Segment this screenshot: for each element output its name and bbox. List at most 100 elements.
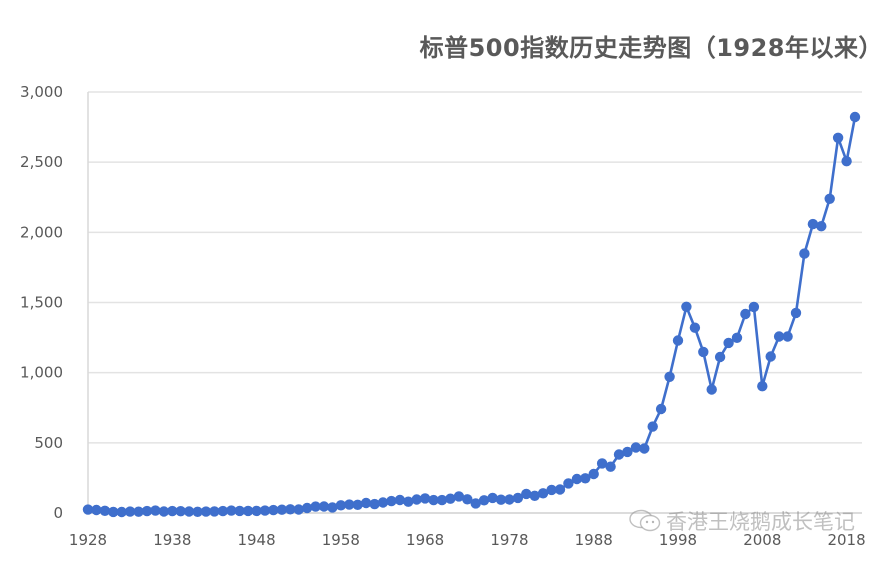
- data-point: [824, 193, 835, 204]
- data-point: [158, 506, 170, 517]
- data-point: [301, 502, 313, 514]
- data-point: [285, 504, 296, 515]
- x-tick-label: 2008: [743, 531, 781, 549]
- data-point: [495, 494, 507, 505]
- data-point: [394, 494, 406, 506]
- data-point: [419, 493, 431, 504]
- data-point: [403, 496, 414, 507]
- data-point: [436, 494, 448, 506]
- data-point: [251, 505, 262, 517]
- data-point: [310, 501, 321, 512]
- data-point: [655, 403, 667, 415]
- data-point: [639, 443, 650, 454]
- data-point: [605, 461, 616, 472]
- data-point: [723, 337, 734, 349]
- data-point: [108, 506, 119, 518]
- data-point: [259, 505, 271, 516]
- data-point: [580, 473, 591, 484]
- data-point: [706, 384, 717, 395]
- data-point: [116, 506, 127, 518]
- data-point: [588, 468, 599, 480]
- data-point: [596, 458, 608, 469]
- data-point: [360, 497, 372, 509]
- data-point: [268, 504, 279, 516]
- data-point: [453, 491, 465, 502]
- data-point: [765, 351, 776, 362]
- data-point: [377, 497, 389, 508]
- data-point: [445, 493, 456, 504]
- data-point: [217, 505, 229, 517]
- wechat-icon: [629, 509, 661, 532]
- data-point: [681, 301, 692, 312]
- data-point: [554, 484, 566, 495]
- series-line: [87, 116, 857, 514]
- data-point: [647, 421, 658, 432]
- data-point: [386, 495, 397, 507]
- data-point: [504, 494, 515, 505]
- x-tick-label: 1998: [659, 531, 697, 549]
- chart-title: 标普500指数历史走势图（1928年以来）: [419, 34, 883, 62]
- y-tick-label: 2,500: [20, 153, 63, 171]
- data-point: [816, 221, 827, 232]
- x-tick-label: 2018: [827, 531, 865, 549]
- data-point: [546, 484, 557, 496]
- data-markers: [82, 111, 861, 518]
- data-point: [698, 346, 709, 358]
- data-point: [849, 111, 861, 123]
- data-point: [226, 505, 237, 516]
- data-point: [757, 381, 768, 392]
- data-point: [352, 499, 363, 510]
- data-point: [327, 502, 338, 513]
- y-tick-label: 2,000: [20, 223, 63, 241]
- x-tick-label: 1928: [69, 531, 107, 549]
- data-point: [571, 473, 583, 485]
- data-point: [714, 351, 726, 363]
- data-point: [411, 494, 422, 505]
- y-tick-label: 1,500: [20, 294, 63, 312]
- data-point: [99, 505, 111, 516]
- data-point: [731, 332, 743, 343]
- x-axis-ticks: 1928 1938 1948 1958 1968 1978 1988 1998 2008 2018: [69, 531, 866, 549]
- y-axis-ticks: 0 500 1,000 1,500 2,000 2,500 3,000: [20, 83, 63, 522]
- data-point: [167, 505, 178, 517]
- data-point: [82, 504, 94, 515]
- data-point: [664, 371, 675, 382]
- watermark: 香港王烧鹅成长笔记: [628, 506, 855, 536]
- data-point: [841, 156, 852, 167]
- data-point: [428, 494, 439, 506]
- x-tick-label: 1958: [322, 531, 360, 549]
- data-point: [124, 506, 136, 517]
- data-point: [748, 301, 760, 313]
- data-point: [335, 500, 347, 511]
- data-point: [512, 492, 524, 504]
- y-tick-label: 0: [53, 504, 63, 522]
- data-point: [689, 322, 701, 333]
- data-point: [293, 504, 304, 515]
- data-point: [563, 478, 574, 489]
- data-point: [790, 307, 802, 319]
- data-point: [478, 495, 490, 506]
- data-point: [209, 506, 220, 517]
- y-tick-label: 500: [34, 434, 63, 452]
- data-point: [150, 505, 161, 516]
- data-point: [276, 504, 288, 515]
- x-tick-label: 1948: [237, 531, 275, 549]
- watermark-text: 香港王烧鹅成长笔记: [666, 510, 855, 534]
- data-point: [344, 499, 355, 510]
- x-tick-label: 1938: [153, 531, 191, 549]
- x-tick-label: 1968: [406, 531, 444, 549]
- data-point: [521, 488, 532, 500]
- data-point: [175, 506, 186, 517]
- y-tick-label: 3,000: [20, 83, 63, 101]
- x-tick-label: 1988: [575, 531, 613, 549]
- data-point: [529, 490, 540, 501]
- data-point: [807, 218, 819, 230]
- data-point: [799, 248, 810, 259]
- data-point: [613, 449, 625, 460]
- gridlines: [88, 91, 862, 444]
- data-point: [91, 504, 102, 516]
- data-point: [133, 506, 144, 517]
- data-point: [242, 505, 254, 517]
- data-point: [630, 442, 642, 453]
